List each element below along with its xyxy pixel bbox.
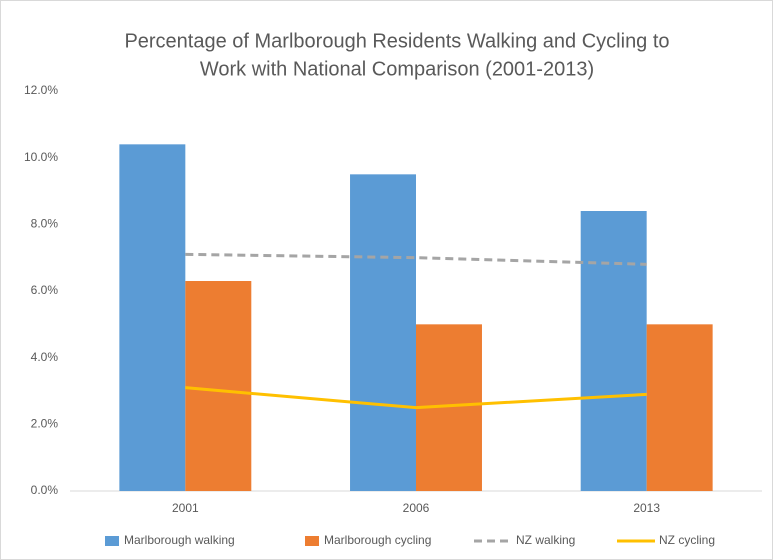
legend-label: Marlborough walking bbox=[124, 533, 235, 547]
y-tick-label: 12.0% bbox=[24, 83, 58, 97]
legend-label: NZ cycling bbox=[659, 533, 715, 547]
bar bbox=[119, 144, 186, 492]
y-tick-label: 4.0% bbox=[31, 350, 59, 364]
bar bbox=[580, 211, 647, 491]
y-tick-label: 8.0% bbox=[31, 217, 59, 231]
x-tick-label: 2001 bbox=[172, 501, 199, 515]
legend-swatch bbox=[105, 536, 119, 546]
x-tick-label: 2013 bbox=[633, 501, 660, 515]
legend-label: Marlborough cycling bbox=[324, 533, 431, 547]
bar bbox=[350, 174, 416, 492]
chart-title: Percentage of Marlborough Residents Walk… bbox=[124, 30, 669, 52]
y-tick-label: 0.0% bbox=[31, 483, 59, 497]
bar bbox=[185, 281, 252, 491]
y-tick-label: 2.0% bbox=[31, 417, 59, 431]
legend-label: NZ walking bbox=[516, 533, 575, 547]
chart-title: Work with National Comparison (2001-2013… bbox=[200, 58, 594, 80]
bar bbox=[646, 324, 713, 491]
y-tick-label: 10.0% bbox=[24, 150, 58, 164]
x-tick-label: 2006 bbox=[403, 501, 430, 515]
legend-swatch bbox=[305, 536, 319, 546]
y-tick-label: 6.0% bbox=[31, 283, 59, 297]
line bbox=[185, 252, 647, 266]
line bbox=[185, 386, 647, 410]
